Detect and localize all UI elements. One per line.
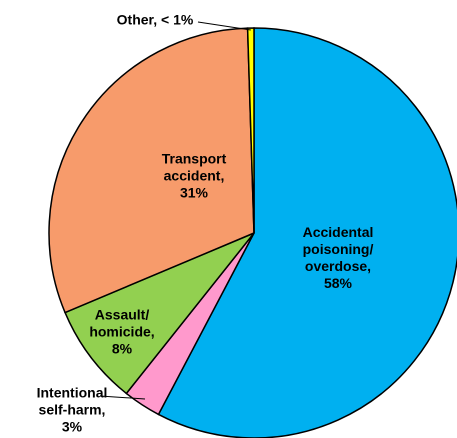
leader-line [197,21,251,31]
leader-line [99,395,146,400]
slice-label: Intentional self-harm, 3% [37,385,108,436]
value-label: 8% [111,340,133,357]
slice-label: Transport accident, 31% [162,151,227,202]
value-label: 3% [61,418,83,435]
category-label: Accidental poisoning/ overdose, [302,224,374,274]
slice-label: Assault/ homicide, 8% [89,307,154,358]
slice-label: Accidental poisoning/ overdose, 58% [303,224,374,292]
value-label: 58% [323,275,353,291]
value-label: < 1% [161,11,194,28]
category-label: Assault/ homicide, [89,306,155,340]
pie-slice [64,232,255,395]
category-label: Transport accident, [161,150,227,184]
value-label: 31% [179,184,209,201]
category-label: Other, [116,11,158,28]
category-label: Intentional self-harm, [36,384,108,418]
pie-slice [246,27,255,234]
slice-label: Other, < 1% [117,12,194,29]
pie-slice [48,27,255,314]
